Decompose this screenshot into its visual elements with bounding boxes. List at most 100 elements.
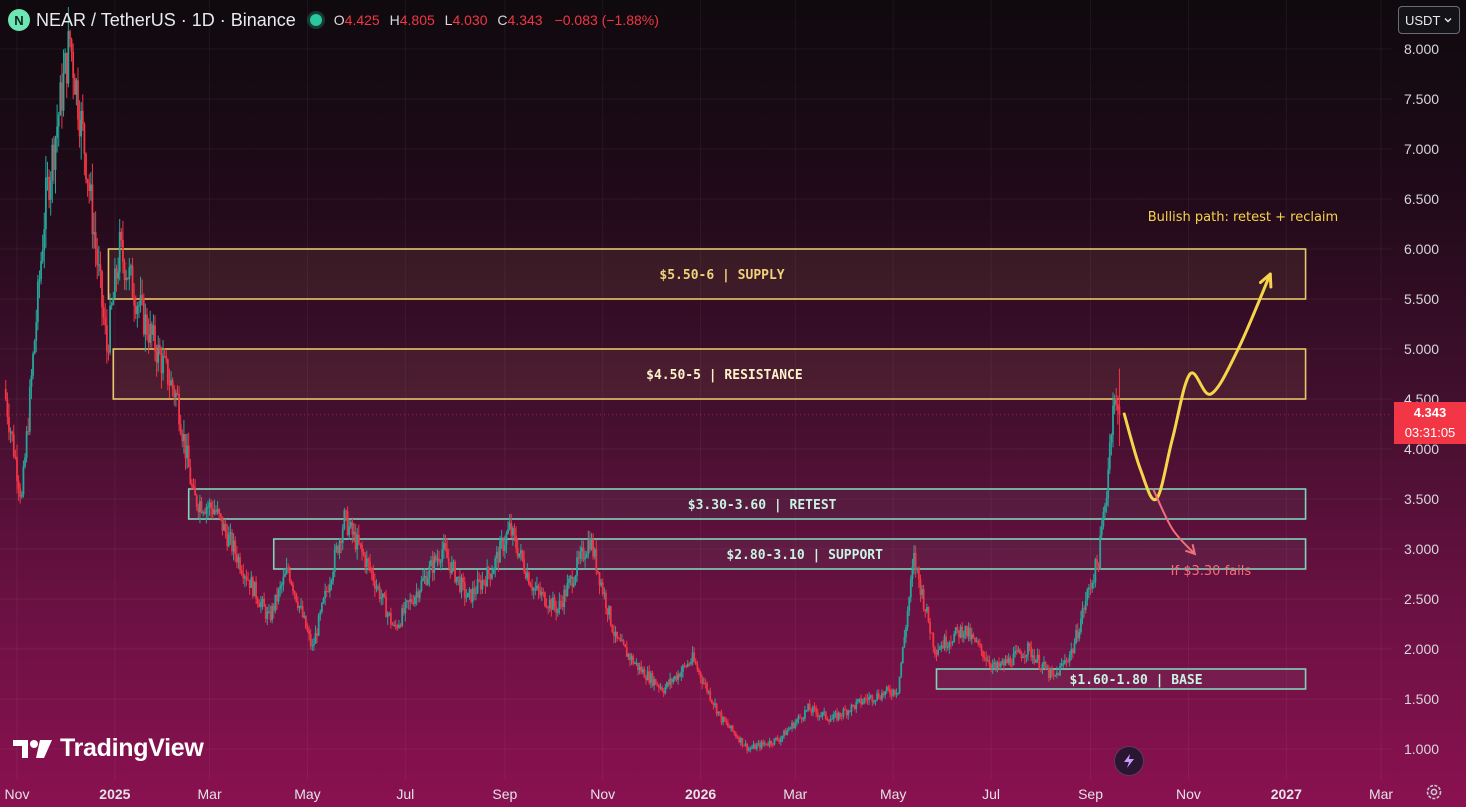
candle-body xyxy=(714,703,716,706)
candle-body xyxy=(746,743,749,751)
candle-body xyxy=(149,323,152,343)
candle-body xyxy=(969,627,972,640)
close-value: 4.343 xyxy=(507,12,543,28)
candle-body xyxy=(523,559,525,572)
candle-body xyxy=(661,687,663,691)
candle-body xyxy=(450,562,453,574)
candle-body xyxy=(174,392,177,398)
candle-body xyxy=(897,692,899,694)
candle-body xyxy=(337,546,339,554)
zone-label: $1.60-1.80 | BASE xyxy=(1070,673,1203,688)
candle-body xyxy=(921,589,923,595)
candle-body xyxy=(64,52,67,74)
candle-body xyxy=(487,567,490,574)
candle-body xyxy=(83,124,86,154)
candle-body xyxy=(43,229,46,251)
candle-body xyxy=(170,380,172,385)
candle-body xyxy=(526,572,529,579)
candle-body xyxy=(691,652,694,663)
low-value: 4.030 xyxy=(452,12,488,28)
candle-body xyxy=(609,606,612,626)
candle-body xyxy=(643,669,646,678)
candle-body xyxy=(869,695,872,697)
y-tick-label: 4.000 xyxy=(1404,441,1439,457)
tradingview-logo[interactable]: TradingView xyxy=(12,734,204,763)
candle-body xyxy=(78,119,81,137)
candle-body xyxy=(166,359,169,385)
candle-body xyxy=(353,532,355,535)
candle-body xyxy=(67,31,70,84)
candle-body xyxy=(70,39,73,52)
candle-body xyxy=(767,744,769,746)
candle-body xyxy=(548,599,551,608)
candle-body xyxy=(385,596,387,618)
candle-body xyxy=(333,549,336,573)
candle-body xyxy=(398,624,400,628)
candle-body xyxy=(990,664,992,668)
symbol-title[interactable]: NEAR / TetherUS · 1D · Binance xyxy=(36,9,296,30)
candle-body xyxy=(243,576,246,579)
bearish-arrow-head xyxy=(1185,544,1197,556)
candle-body xyxy=(99,264,102,272)
candle-body xyxy=(601,582,604,594)
candle-body xyxy=(688,663,691,665)
candle-body xyxy=(248,579,251,588)
candle-body xyxy=(1041,664,1044,670)
market-status-icon[interactable] xyxy=(309,14,322,26)
candle-body xyxy=(433,555,436,573)
candle-body xyxy=(406,600,408,603)
x-axis[interactable]: Nov 2025 Mar May Jul Sep Nov 2026 Mar May Jul Sep No… xyxy=(5,786,1394,802)
candle-body xyxy=(199,501,201,513)
candle-body xyxy=(97,264,100,266)
candle-body xyxy=(147,334,150,343)
candle-body xyxy=(503,545,506,552)
candle-body xyxy=(1023,656,1026,658)
candle-body xyxy=(922,589,925,610)
candle-body xyxy=(146,314,148,335)
candle-body xyxy=(511,528,514,536)
candle-body xyxy=(1047,667,1050,678)
candle-body xyxy=(1076,630,1079,639)
candle-body xyxy=(1071,649,1074,654)
candle-body xyxy=(871,695,874,702)
candle-body xyxy=(1096,559,1098,564)
candle-body xyxy=(563,589,566,607)
candle-body xyxy=(508,522,511,530)
candle-body xyxy=(44,177,47,230)
candle-body xyxy=(552,597,554,610)
candle-body xyxy=(529,584,532,587)
candle-body xyxy=(722,716,724,723)
candle-body xyxy=(182,434,185,442)
candle-body xyxy=(109,305,111,353)
gear-icon[interactable] xyxy=(1424,782,1444,802)
candle-body xyxy=(540,592,543,595)
candle-body xyxy=(889,689,891,694)
candle-body xyxy=(725,721,728,723)
y-tick-label: 5.500 xyxy=(1404,291,1439,307)
candle-body xyxy=(974,637,976,642)
candle-body xyxy=(102,307,105,318)
currency-selector[interactable]: USDT xyxy=(1398,6,1460,34)
candle-body xyxy=(298,606,301,609)
candle-body xyxy=(460,577,463,592)
candle-body xyxy=(69,31,71,40)
candle-body xyxy=(768,740,771,746)
candle-body xyxy=(38,279,41,282)
lightning-icon[interactable] xyxy=(1114,746,1144,776)
y-axis[interactable]: 8.0007.5007.0006.5006.0005.5005.0004.500… xyxy=(1404,41,1439,757)
candle-body xyxy=(964,625,967,634)
candle-body xyxy=(320,602,323,612)
candle-body xyxy=(1019,649,1021,654)
candle-body xyxy=(202,512,205,514)
candle-body xyxy=(600,582,603,586)
candle-body xyxy=(24,457,26,467)
candle-body xyxy=(303,615,306,617)
candle-body xyxy=(1081,608,1084,619)
candle-body xyxy=(1067,661,1069,663)
candle-body xyxy=(373,580,376,589)
candle-body xyxy=(418,590,421,598)
y-tick-label: 2.500 xyxy=(1404,591,1439,607)
candle-body xyxy=(961,626,964,638)
